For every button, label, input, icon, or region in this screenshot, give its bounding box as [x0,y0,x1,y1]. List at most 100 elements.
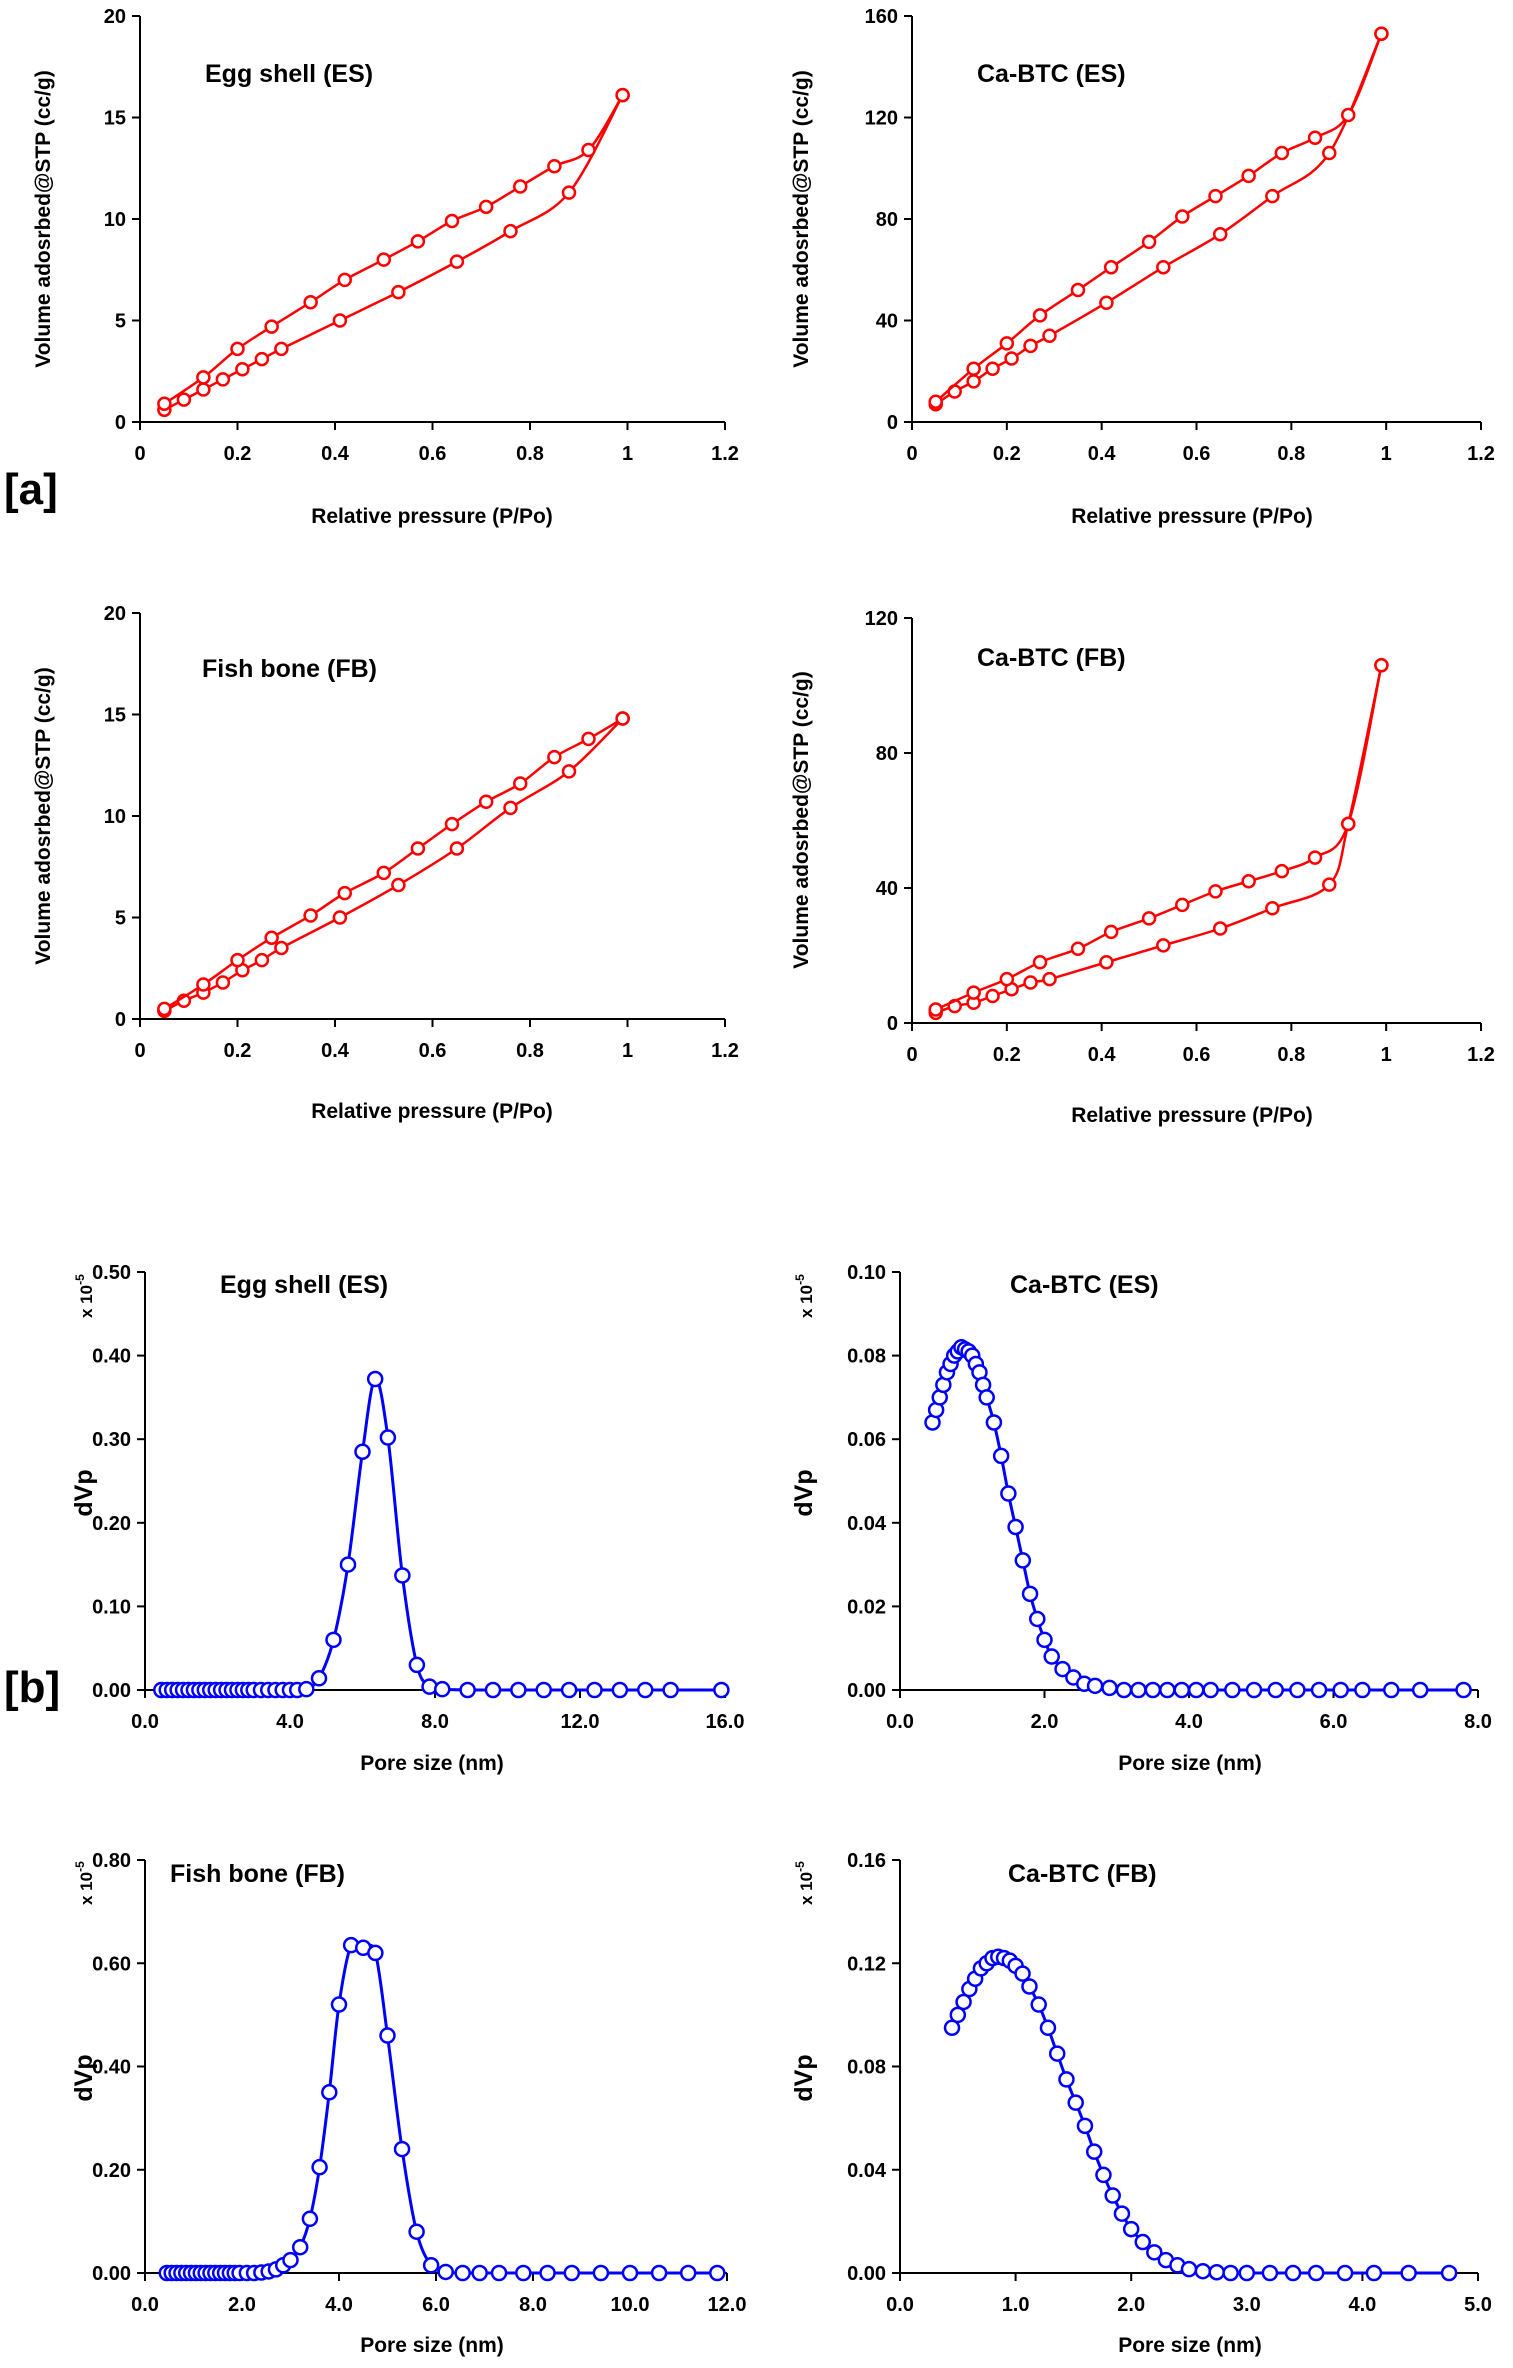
data-point [592,2264,610,2282]
data-point [301,2210,319,2228]
x-axis-label: Relative pressure (P/Po) [311,505,553,528]
data-point [1000,1485,1017,1502]
data-point [1014,1552,1032,1569]
x-tick-label: 1.2 [711,443,739,465]
data-point [1032,308,1048,323]
data-point [310,1670,328,1687]
data-point [985,988,1000,1004]
data-point [376,865,391,881]
data-point [1274,145,1290,161]
x-tick-label: 0.8 [1277,1044,1305,1066]
y-tick-label: 0.30 [92,1429,131,1451]
data-point [1115,1681,1133,1699]
data-point [354,1443,371,1460]
data-point [282,2251,299,2269]
data-point [1101,1679,1118,1697]
data-point [1284,2264,1302,2282]
data-point [561,764,577,779]
data-point [1322,145,1337,161]
y-multiplier-exponent: -5 [793,1274,807,1285]
data-point [637,1681,654,1699]
y-tick-label: 0.00 [92,1680,131,1702]
x-tick-label: 6.0 [1320,1711,1348,1733]
data-point [547,158,562,174]
x-tick-label: 8.0 [421,1711,449,1733]
data-point [1159,1681,1176,1699]
y-tick-label: 0.10 [847,1262,886,1284]
x-tick-label: 0.6 [419,1040,447,1062]
data-point [1265,901,1280,916]
data-point [1354,1681,1371,1699]
y-tick-label: 0.04 [847,2160,887,2182]
data-point [1340,107,1356,123]
data-point [391,877,406,893]
y-tick-label: 0 [887,1013,898,1035]
x-tick-label: 0.0 [131,2294,159,2316]
data-point [985,361,1000,376]
chart-title: Egg shell (ES) [220,1271,388,1299]
x-tick-label: 4.0 [1175,1711,1203,1733]
x-tick-label: 4.0 [276,1711,304,1733]
data-point [1029,1610,1046,1628]
data-point [459,1681,476,1699]
data-point [1175,897,1190,913]
x-tick-label: 0.6 [419,443,447,465]
data-point [1144,1681,1162,1699]
y-axis-label: Volume adosrbed@STP (cc/g) [32,70,55,367]
x-axis-label: Pore size (nm) [1118,2334,1262,2357]
chart-psd-es: 0.00 0.10 0.20 0.30 0.40 0.50 0.0 4.0 8.0 12.0 16.… [70,1262,744,1775]
data-point [679,2264,697,2282]
data-point [1130,1681,1147,1699]
x-tick-label: 0.4 [321,443,350,465]
series-line-egg-shell-es- [161,1377,722,1692]
data-point [1212,226,1228,242]
chart-psd-fb: 0.00 0.20 0.40 0.60 0.80 0.0 2.0 4.0 6.0 8.0 10.0 1… [70,1850,746,2357]
data-point [503,800,518,816]
x-tick-label: 0.4 [1088,443,1117,465]
y-tick-label: 20 [104,6,126,28]
x-tick-label: 1 [1381,1044,1392,1066]
data-point [325,1631,342,1649]
data-point [1180,2260,1198,2278]
data-point [1310,1681,1328,1699]
data-point [393,2140,411,2158]
y-tick-label: 0.08 [847,1346,886,1368]
y-tick-label: 0.04 [847,1513,887,1535]
x-tick-label: 4.0 [325,2294,353,2316]
data-point [379,1429,397,1446]
data-point [1411,1681,1429,1699]
y-axis-label: dVp [790,1469,818,1516]
x-tick-label: 3.0 [1233,2294,1261,2316]
data-point [490,2264,508,2282]
data-point [274,341,289,357]
data-point [291,2238,309,2256]
data-point [943,2019,961,2037]
data-point [1141,911,1157,926]
data-point [410,234,426,249]
chart-title: Ca-BTC (FB) [1008,1860,1157,1888]
chart-title: Egg shell (ES) [205,60,373,88]
y-tick-label: 20 [104,603,126,625]
data-point [1095,2166,1112,2184]
y-tick-label: 40 [876,878,898,900]
data-point [513,179,528,194]
data-point [394,1567,411,1584]
y-multiplier: x 10-5 [793,1274,816,1318]
y-tick-label: 0 [115,1009,126,1031]
data-point [235,361,250,377]
y-tick-label: 0.12 [847,1953,886,1975]
y-tick-label: 0.50 [92,1262,131,1284]
y-tick-label: 0.06 [847,1429,886,1451]
data-point [1113,2205,1131,2222]
data-point [1440,2264,1458,2282]
y-tick-label: 0 [887,412,898,434]
data-point [1058,2071,1075,2088]
y-tick-label: 160 [865,6,898,28]
data-point [1156,938,1171,953]
data-point [339,1556,357,1573]
data-point [478,199,494,215]
data-point [999,336,1015,351]
y-tick-label: 0.40 [92,2057,131,2079]
data-point [561,185,577,200]
